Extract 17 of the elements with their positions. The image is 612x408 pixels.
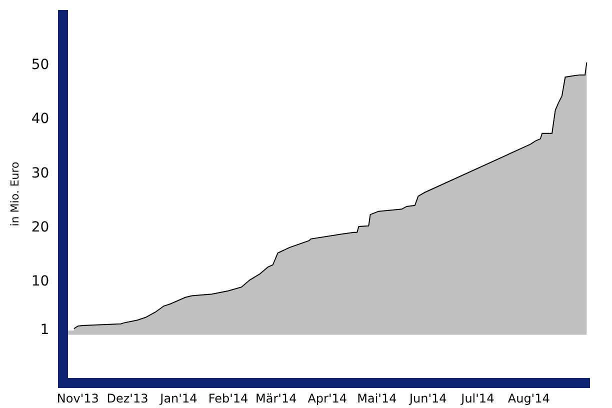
x-tick-label: Aug'14 xyxy=(508,391,550,406)
x-tick-label: Feb'14 xyxy=(208,391,248,406)
y-tick-label: 30 xyxy=(31,165,50,182)
x-tick-label: Dez'13 xyxy=(106,391,148,406)
y-tick-label: 40 xyxy=(31,111,50,128)
x-tick-label: Nov'13 xyxy=(56,391,99,406)
x-tick-label: Apr'14 xyxy=(308,391,348,406)
x-tick-label: Mär'14 xyxy=(256,391,297,406)
y-tick-label: 50 xyxy=(31,57,50,74)
y-tick-label: 1 xyxy=(40,322,50,338)
x-tick-label: Jun'14 xyxy=(408,391,447,406)
y-axis-title: in Mio. Euro xyxy=(8,161,22,226)
x-tick-label: Jan'14 xyxy=(159,391,198,406)
x-tick-label: Mai'14 xyxy=(357,391,397,406)
y-tick-label: 10 xyxy=(31,273,50,290)
x-tick-label: Jul'14 xyxy=(460,391,494,406)
y-tick-label: 20 xyxy=(31,219,50,236)
